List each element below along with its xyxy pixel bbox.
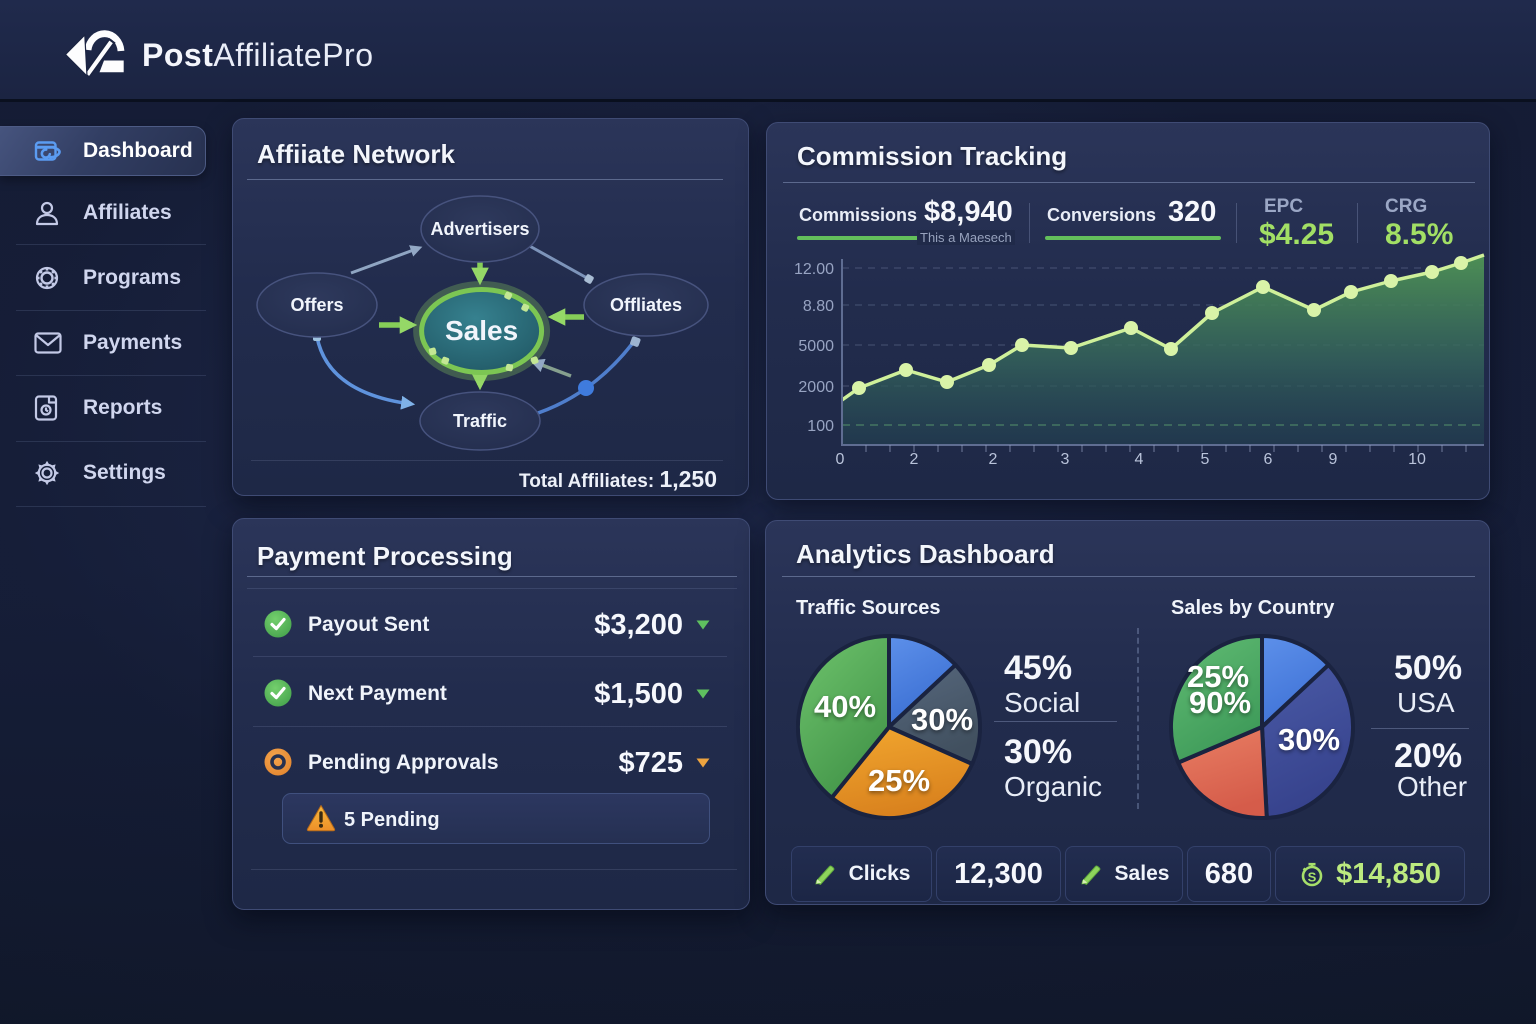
svg-text:3: 3 — [1061, 451, 1070, 468]
svg-text:Traffic: Traffic — [453, 411, 507, 431]
svg-text:5: 5 — [1201, 451, 1210, 468]
svg-text:4: 4 — [1135, 451, 1144, 468]
svg-text:12.00: 12.00 — [794, 261, 834, 278]
svg-text:10: 10 — [1408, 451, 1426, 468]
svg-text:S: S — [1308, 869, 1317, 884]
svg-text:100: 100 — [807, 418, 834, 435]
svg-text:Sales: Sales — [445, 315, 518, 346]
svg-text:Advertisers: Advertisers — [430, 219, 529, 239]
svg-text:6: 6 — [1264, 451, 1273, 468]
svg-text:2: 2 — [910, 451, 919, 468]
svg-text:9: 9 — [1329, 451, 1338, 468]
svg-text:0: 0 — [836, 451, 845, 468]
svg-text:5000: 5000 — [798, 338, 834, 355]
svg-text:2000: 2000 — [798, 379, 834, 396]
svg-text:Offers: Offers — [290, 295, 343, 315]
svg-text:8.80: 8.80 — [803, 298, 834, 315]
svg-text:2: 2 — [989, 451, 998, 468]
svg-text:Offliates: Offliates — [610, 295, 682, 315]
